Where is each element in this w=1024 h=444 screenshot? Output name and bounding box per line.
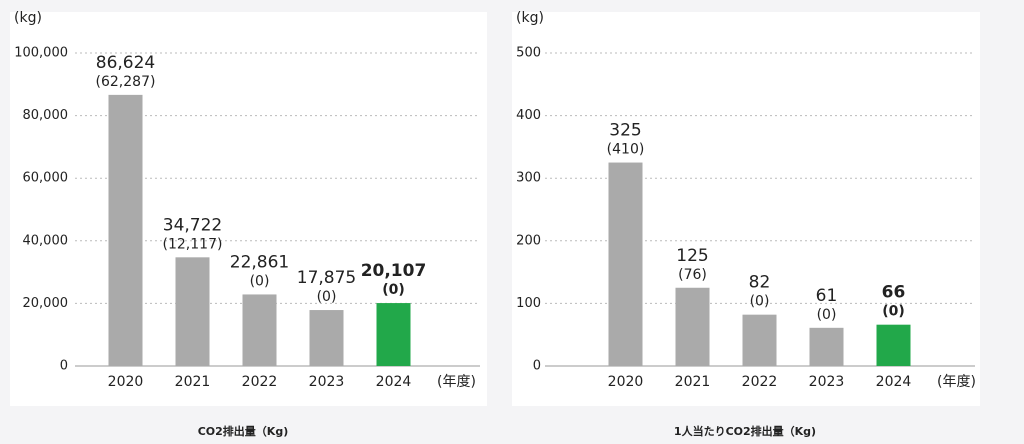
y-tick-label: 100,000	[14, 46, 68, 61]
value-label: 125	[676, 246, 708, 266]
unit-label: (kg)	[516, 10, 544, 26]
y-tick-label: 0	[60, 359, 68, 374]
x-unit-label: (年度)	[437, 374, 476, 390]
y-tick-label: 0	[533, 359, 541, 374]
unit-label: (kg)	[14, 10, 42, 26]
sub-value-label: (0)	[382, 282, 405, 298]
value-label: 17,875	[297, 268, 356, 288]
sub-value-label: (0)	[250, 273, 270, 289]
sub-value-label: (410)	[607, 142, 645, 158]
x-tick-label: 2021	[675, 374, 711, 390]
x-tick-label: 2020	[608, 374, 644, 390]
bar	[175, 257, 210, 366]
bar	[876, 324, 911, 366]
y-tick-label: 100	[516, 296, 541, 311]
value-label: 22,861	[230, 252, 289, 272]
bar	[675, 287, 710, 366]
bar	[309, 310, 344, 366]
value-label: 66	[882, 283, 906, 303]
x-tick-label: 2022	[742, 374, 778, 390]
bar	[376, 303, 411, 366]
y-tick-label: 60,000	[23, 171, 69, 186]
x-tick-label: 2023	[809, 374, 845, 390]
sub-value-label: (0)	[317, 289, 337, 305]
value-label: 86,624	[96, 53, 155, 73]
value-label: 82	[749, 273, 771, 293]
sub-value-label: (12,117)	[163, 236, 223, 252]
bar	[608, 162, 643, 366]
chart-title: 1人当たりCO2排出量（Kg)	[674, 424, 816, 438]
x-tick-label: 2020	[108, 374, 144, 390]
sub-value-label: (0)	[750, 294, 770, 310]
y-tick-label: 40,000	[23, 233, 69, 248]
y-tick-label: 80,000	[23, 108, 69, 123]
y-tick-label: 400	[516, 108, 541, 123]
x-tick-label: 2022	[242, 374, 278, 390]
sub-value-label: (76)	[678, 267, 707, 283]
sub-value-label: (0)	[817, 307, 837, 323]
y-tick-label: 300	[516, 171, 541, 186]
chart-title: CO2排出量（Kg)	[198, 424, 289, 438]
x-tick-label: 2024	[376, 374, 412, 390]
y-tick-label: 20,000	[23, 296, 69, 311]
value-label: 325	[609, 121, 641, 141]
sub-value-label: (62,287)	[96, 74, 156, 90]
sub-value-label: (0)	[882, 304, 905, 320]
value-label: 34,722	[163, 215, 222, 235]
x-tick-label: 2023	[309, 374, 345, 390]
value-label: 20,107	[361, 261, 427, 281]
value-label: 61	[816, 286, 838, 306]
y-tick-label: 500	[516, 46, 541, 61]
bar	[742, 314, 777, 366]
x-unit-label: (年度)	[937, 374, 976, 390]
bar	[108, 94, 143, 366]
bar	[809, 327, 844, 366]
x-tick-label: 2024	[876, 374, 912, 390]
x-tick-label: 2021	[175, 374, 211, 390]
bar	[242, 294, 277, 366]
y-tick-label: 200	[516, 233, 541, 248]
